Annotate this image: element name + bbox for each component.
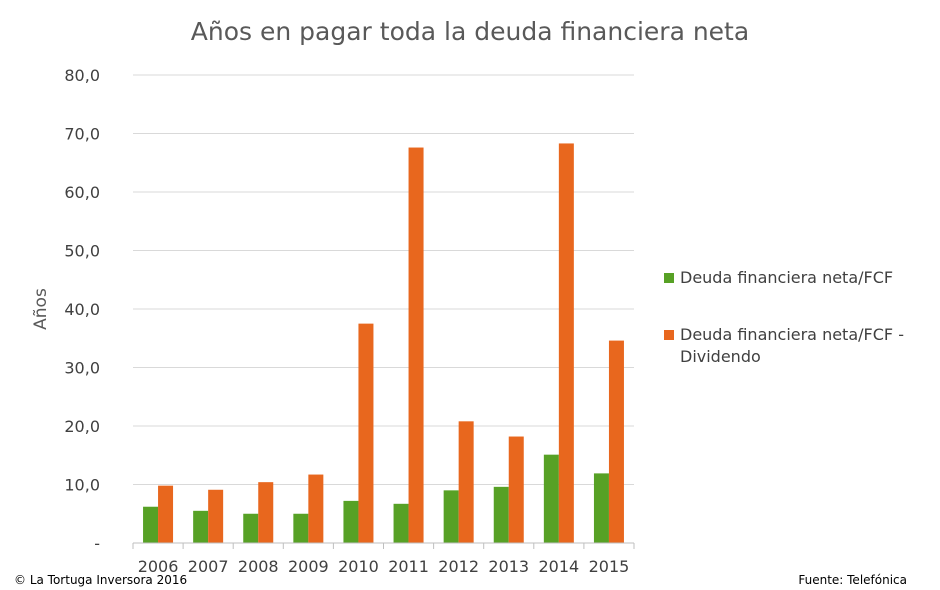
y-tick-label: - — [94, 534, 100, 553]
bar-fcf-dividendo-2015 — [608, 340, 624, 543]
bar-fcf-dividendo-2011 — [408, 147, 424, 544]
bar-fcf-dividendo-2013 — [508, 436, 524, 543]
x-tick-label: 2014 — [538, 557, 579, 576]
bar-fcf-2012 — [443, 490, 459, 543]
bar-fcf-2011 — [393, 503, 409, 543]
bar-fcf-dividendo-2006 — [158, 485, 174, 543]
legend-label-fcf-dividendo: Deuda financiera neta/FCF - — [680, 325, 904, 344]
legend-swatch-fcf-dividendo — [664, 330, 674, 340]
y-tick-label: 70,0 — [64, 125, 100, 144]
bar-fcf-2008 — [243, 513, 259, 543]
x-tick-label: 2015 — [589, 557, 630, 576]
bar-fcf-2015 — [593, 473, 609, 543]
bar-fcf-2013 — [493, 486, 509, 543]
legend-label-fcf-dividendo: Dividendo — [680, 347, 761, 366]
y-tick-labels: - 10,0 20,0 30,0 40,0 50,0 60,0 70,0 80,0 — [64, 66, 100, 553]
bar-fcf-2010 — [343, 500, 359, 543]
bar-fcf-2009 — [293, 513, 309, 543]
bar-fcf-dividendo-2012 — [458, 421, 474, 543]
bars — [143, 143, 624, 544]
y-axis-label: Años — [31, 288, 51, 330]
grid — [133, 74, 634, 485]
bar-fcf-dividendo-2010 — [358, 323, 374, 543]
y-tick-label: 20,0 — [64, 417, 100, 436]
x-tick-label: 2012 — [438, 557, 479, 576]
axes — [132, 542, 635, 549]
legend-swatch-fcf — [664, 273, 674, 283]
x-tick-label: 2007 — [188, 557, 229, 576]
y-tick-label: 30,0 — [64, 359, 100, 378]
bar-fcf-2014 — [543, 454, 559, 543]
x-tick-label: 2010 — [338, 557, 379, 576]
bar-fcf-dividendo-2009 — [308, 474, 324, 543]
bar-fcf-dividendo-2008 — [258, 482, 274, 543]
y-tick-label: 40,0 — [64, 300, 100, 319]
y-tick-label: 60,0 — [64, 183, 100, 202]
y-tick-label: 50,0 — [64, 242, 100, 261]
bar-fcf-2006 — [143, 506, 159, 543]
chart-title: Años en pagar toda la deuda financiera n… — [191, 17, 749, 46]
bar-fcf-dividendo-2007 — [208, 489, 224, 543]
x-tick-label: 2013 — [488, 557, 529, 576]
footer-copyright: © La Tortuga Inversora 2016 — [14, 573, 187, 587]
x-tick-label: 2011 — [388, 557, 429, 576]
y-tick-label: 80,0 — [64, 66, 100, 85]
legend: Deuda financiera neta/FCF Deuda financier… — [664, 268, 904, 366]
x-tick-label: 2009 — [288, 557, 329, 576]
y-tick-label: 10,0 — [64, 476, 100, 495]
legend-label-fcf: Deuda financiera neta/FCF — [680, 268, 893, 287]
footer-source: Fuente: Telefónica — [798, 573, 907, 587]
x-tick-labels: 2006 2007 2008 2009 2010 2011 2012 2013 2014 2015 — [138, 557, 630, 576]
x-tick-label: 2008 — [238, 557, 279, 576]
bar-fcf-dividendo-2014 — [558, 143, 574, 543]
x-tick-label: 2006 — [138, 557, 179, 576]
bar-fcf-2007 — [193, 510, 209, 543]
